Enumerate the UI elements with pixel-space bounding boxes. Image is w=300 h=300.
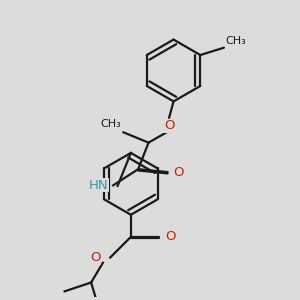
Text: CH₃: CH₃ bbox=[100, 119, 121, 129]
Text: O: O bbox=[174, 166, 184, 178]
Text: O: O bbox=[164, 119, 174, 132]
Text: CH₃: CH₃ bbox=[225, 36, 246, 46]
Text: O: O bbox=[90, 251, 101, 264]
Text: HN: HN bbox=[88, 179, 108, 192]
Text: O: O bbox=[165, 230, 175, 243]
